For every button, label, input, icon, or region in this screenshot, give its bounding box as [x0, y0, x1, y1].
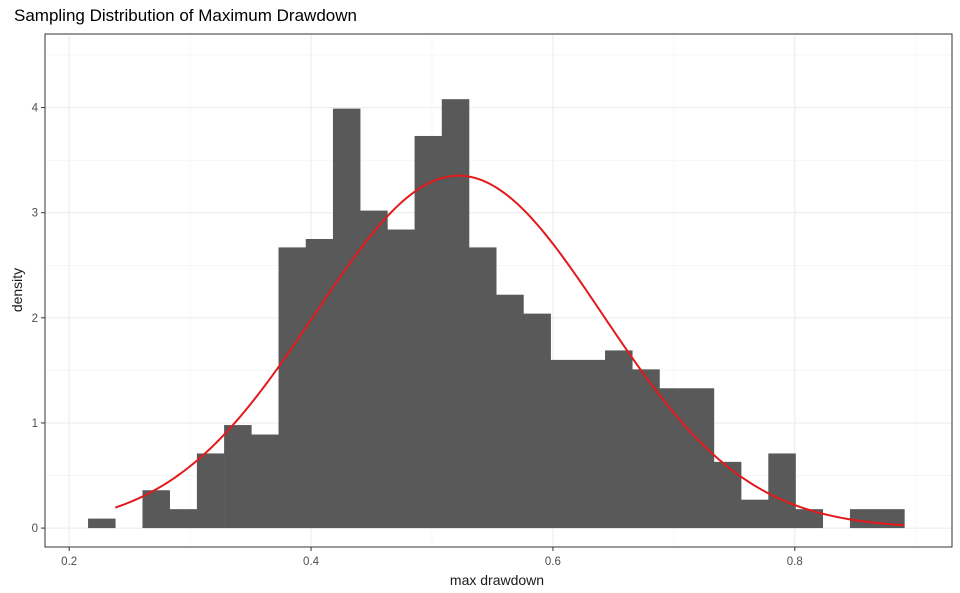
- x-tick-label: 0.2: [61, 556, 77, 568]
- histogram-bar: [741, 499, 769, 529]
- histogram-bar: [496, 294, 524, 529]
- y-tick-label: 2: [32, 313, 38, 325]
- histogram-bar: [550, 359, 579, 529]
- histogram-bar: [468, 247, 497, 529]
- x-tick-label: 0.8: [787, 556, 803, 568]
- x-axis-label: max drawdown: [449, 572, 545, 588]
- panel-border: [44, 33, 953, 548]
- histogram-bar: [305, 238, 334, 529]
- histogram-bar: [577, 359, 606, 529]
- histogram-bar: [523, 313, 551, 529]
- histogram-bar: [169, 509, 198, 529]
- histogram-bar: [795, 509, 824, 529]
- x-tick-label: 0.6: [545, 556, 561, 568]
- histogram-bar: [414, 135, 443, 529]
- histogram-bar: [332, 108, 361, 529]
- histogram-bar: [632, 369, 660, 529]
- x-axis-ticks: 0.2 0.4 0.6 0.8: [61, 547, 803, 568]
- histogram-bar: [768, 453, 796, 529]
- y-axis-ticks: 0 1 2 3 4: [32, 103, 45, 535]
- histogram-bar: [196, 453, 225, 529]
- histogram-bar: [88, 518, 116, 529]
- y-tick-label: 4: [32, 103, 39, 115]
- normal-density-curve: [114, 174, 905, 527]
- histogram-bar: [605, 350, 633, 529]
- x-tick-label: 0.4: [303, 556, 320, 568]
- histogram-bar: [251, 434, 279, 529]
- histogram-bar: [441, 99, 470, 529]
- histogram-bar: [224, 425, 252, 529]
- histogram-bar: [713, 461, 742, 529]
- histogram-bar: [142, 490, 170, 529]
- y-tick-label: 1: [32, 418, 38, 430]
- histogram-bars: [88, 99, 905, 529]
- y-tick-label: 3: [32, 208, 38, 220]
- histogram-bar: [659, 388, 687, 529]
- chart-title: Sampling Distribution of Maximum Drawdow…: [14, 6, 357, 25]
- histogram-bar: [278, 247, 307, 529]
- histogram-bar: [360, 210, 388, 529]
- histogram-bar: [387, 229, 415, 529]
- histogram-bar: [686, 388, 715, 529]
- histogram-bar: [849, 509, 878, 529]
- y-tick-label: 0: [32, 523, 38, 535]
